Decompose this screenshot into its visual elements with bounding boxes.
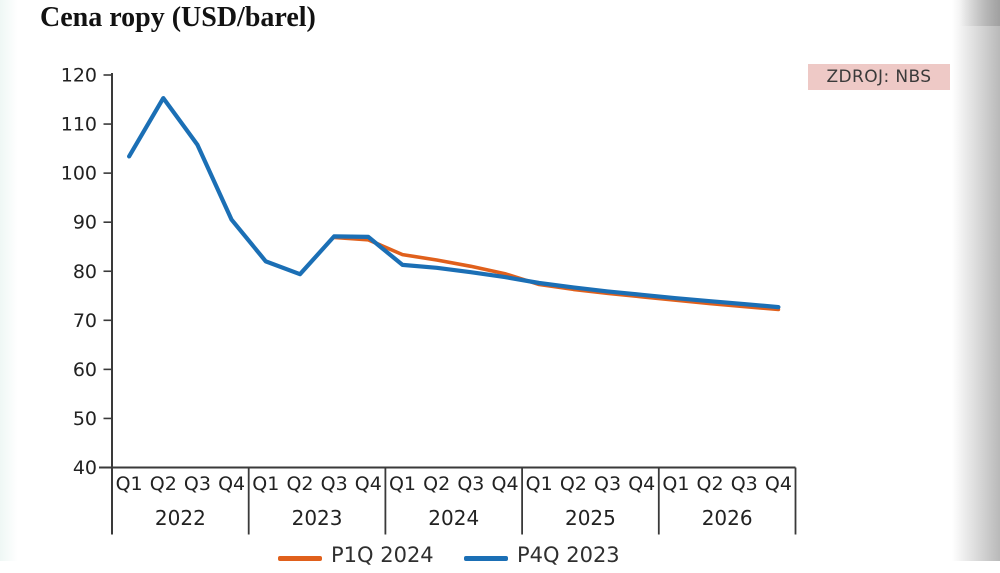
right-edge-gradient bbox=[952, 0, 1000, 561]
y-tick-label: 80 bbox=[73, 261, 97, 283]
series-line-p4q-2023 bbox=[127, 95, 781, 310]
x-quarter-label: Q4 bbox=[765, 473, 792, 495]
legend-swatch-orange bbox=[278, 556, 322, 561]
x-year-label: 2026 bbox=[702, 506, 753, 530]
y-tick-label: 40 bbox=[73, 457, 97, 479]
y-tick-label: 70 bbox=[73, 310, 97, 332]
y-tick-label: 60 bbox=[73, 359, 97, 381]
x-quarter-label: Q1 bbox=[389, 473, 416, 495]
x-quarter-label: Q4 bbox=[355, 473, 382, 495]
y-tick-label: 50 bbox=[73, 408, 97, 430]
y-tick-label: 120 bbox=[61, 65, 97, 87]
x-quarter-label: Q3 bbox=[184, 473, 211, 495]
series-line-p1q-2024 bbox=[332, 235, 781, 312]
chart-legend: P1Q 2024 P4Q 2023 bbox=[0, 543, 1000, 573]
x-quarter-label: Q4 bbox=[628, 473, 655, 495]
x-quarter-label: Q1 bbox=[526, 473, 553, 495]
x-year-label: 2024 bbox=[428, 506, 479, 530]
chart-title: Cena ropy (USD/barel) bbox=[40, 2, 316, 33]
legend-item-p4q-2023: P4Q 2023 bbox=[464, 543, 620, 567]
x-quarter-label: Q3 bbox=[731, 473, 758, 495]
x-quarter-label: Q2 bbox=[423, 473, 450, 495]
y-tick-label: 100 bbox=[61, 163, 97, 185]
right-edge-gradient-top bbox=[960, 0, 1000, 26]
legend-label: P1Q 2024 bbox=[331, 543, 434, 567]
x-year-label: 2025 bbox=[565, 506, 616, 530]
left-edge-gradient bbox=[0, 0, 18, 561]
x-quarter-label: Q2 bbox=[697, 473, 724, 495]
x-quarter-label: Q4 bbox=[491, 473, 518, 495]
x-quarter-label: Q3 bbox=[321, 473, 348, 495]
x-quarter-label: Q1 bbox=[252, 473, 279, 495]
x-quarter-label: Q1 bbox=[116, 473, 143, 495]
x-quarter-label: Q1 bbox=[662, 473, 689, 495]
y-tick-label: 90 bbox=[73, 212, 97, 234]
line-chart: 40 50 60 70 80 90 100 110 120 Q1 Q2 Q3 Q4 2022 Q1 Q2 Q3 Q… bbox=[61, 65, 797, 535]
x-quarter-label: Q4 bbox=[218, 473, 245, 495]
x-quarter-label: Q2 bbox=[286, 473, 313, 495]
x-quarter-label: Q2 bbox=[150, 473, 177, 495]
legend-swatch-blue bbox=[464, 556, 508, 561]
x-quarter-label: Q3 bbox=[594, 473, 621, 495]
legend-item-p1q-2024: P1Q 2024 bbox=[278, 543, 434, 567]
x-quarter-label: Q2 bbox=[560, 473, 587, 495]
x-year-label: 2023 bbox=[292, 506, 343, 530]
legend-label: P4Q 2023 bbox=[517, 543, 620, 567]
x-quarter-label: Q3 bbox=[457, 473, 484, 495]
y-tick-label: 110 bbox=[61, 114, 97, 136]
source-label: ZDROJ: NBS bbox=[808, 64, 950, 90]
x-year-label: 2022 bbox=[155, 506, 206, 530]
